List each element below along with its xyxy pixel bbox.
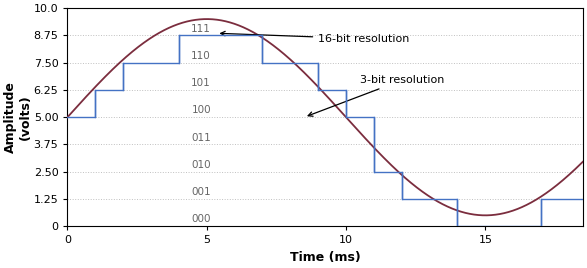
Text: 100: 100 — [191, 105, 211, 116]
Text: 010: 010 — [191, 160, 211, 170]
Text: 111: 111 — [191, 24, 211, 34]
Text: 001: 001 — [191, 187, 211, 197]
Text: 011: 011 — [191, 133, 211, 143]
Text: 3-bit resolution: 3-bit resolution — [308, 75, 444, 116]
Text: 110: 110 — [191, 51, 211, 61]
Text: 101: 101 — [191, 78, 211, 88]
Text: 16-bit resolution: 16-bit resolution — [221, 31, 410, 44]
Y-axis label: Amplitude
(volts): Amplitude (volts) — [4, 81, 32, 153]
X-axis label: Time (ms): Time (ms) — [290, 251, 360, 264]
Text: 000: 000 — [191, 214, 211, 224]
